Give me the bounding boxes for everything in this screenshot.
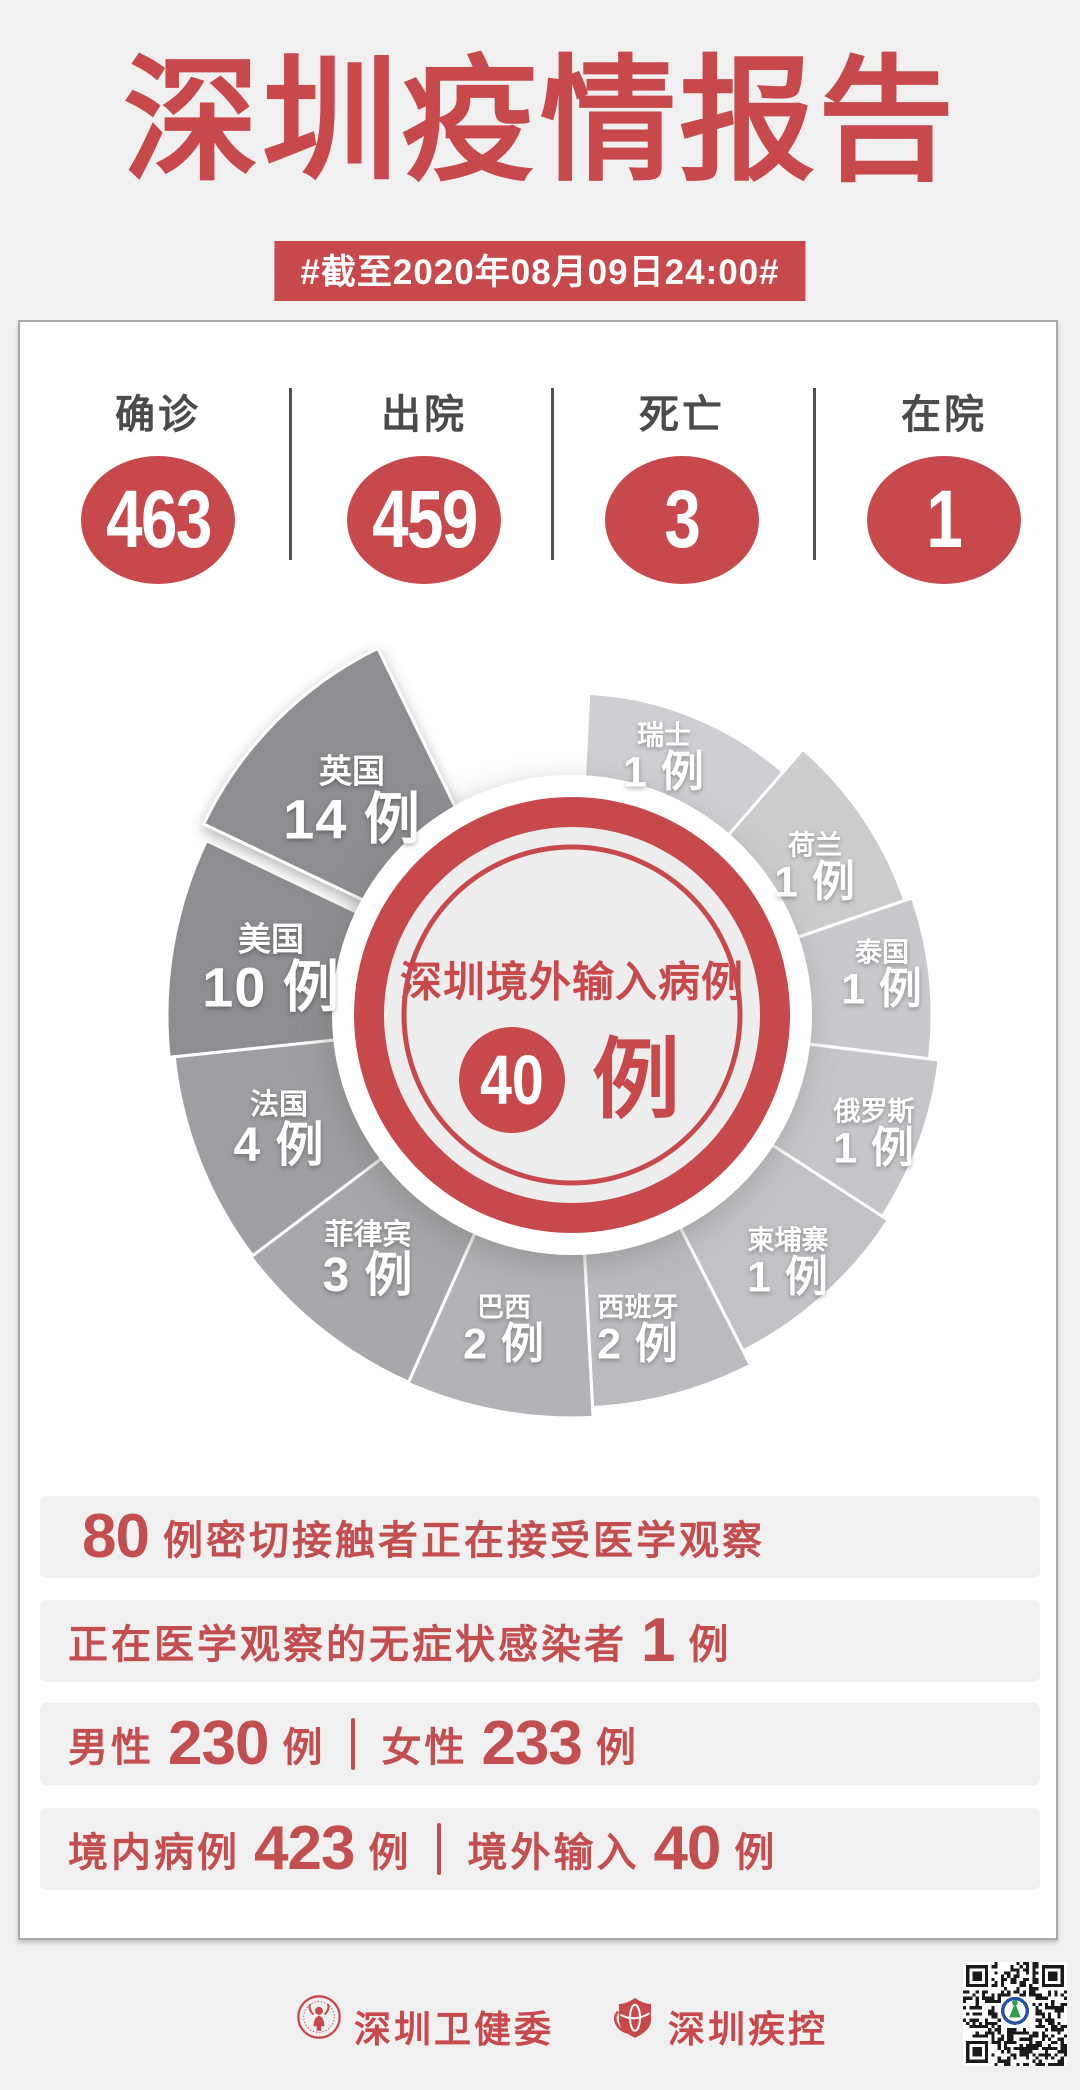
stat-label: 在院 [901,393,987,437]
female-count: 233 [481,1709,582,1778]
pie-center-inner-ring [401,844,743,1186]
domestic-unit: 例 [368,1831,412,1875]
pie-center-title: 深圳境外输入病例 [399,958,745,1006]
stat-discharged: 出院 459 [314,382,534,584]
stat-value: 463 [105,474,212,565]
stat-divider [289,388,292,560]
pie-total-unit: 例 [591,1030,681,1129]
domestic-label: 境内病例 [68,1831,240,1875]
pie-slice-label-法国: 法国 4 例 [233,1088,325,1173]
male-unit: 例 [282,1726,326,1770]
pie-slice-label-荷兰: 荷兰 1 例 [774,830,856,907]
origin-row: 境内病例 423 例 境外输入 40 例 [40,1808,1040,1890]
male-label: 男性 [68,1726,154,1770]
stat-value: 3 [664,474,701,565]
row-divider [437,1823,442,1875]
imported-cases-chart: 瑞士 1 例荷兰 1 例泰国 1 例俄罗斯 1 例柬埔寨 1 例西班牙 2 例巴西 2 例菲律… [60,610,1080,1450]
pie-slice-label-菲律宾: 菲律宾 3 例 [322,1218,414,1303]
pie-slice-label-泰国: 泰国 1 例 [841,937,923,1014]
stat-label: 出院 [381,393,467,437]
stat-label: 死亡 [639,393,725,437]
pie-slice-label-瑞士: 瑞士 1 例 [623,720,705,797]
health-commission-logo-icon [297,1995,341,2039]
pie-slice-label-美国: 美国 10 例 [202,920,340,1019]
row-divider [351,1718,356,1770]
pie-slice-label-俄罗斯: 俄罗斯 1 例 [833,1096,915,1173]
qr-finder-patterns [966,1965,1064,2063]
stat-in-hospital: 在院 1 [834,382,1054,584]
male-count: 230 [168,1709,269,1778]
stat-circle: 1 [867,456,1021,584]
stat-deaths: 死亡 3 [572,382,792,584]
row-number: 80 [82,1502,150,1571]
row-text: 正在医学观察的无症状感染者 [68,1623,627,1667]
stat-value: 459 [371,474,478,565]
imported-unit: 例 [734,1831,778,1875]
gender-row: 男性 230 例 女性 233 例 [40,1703,1040,1785]
pie-slice-label-柬埔寨: 柬埔寨 1 例 [747,1225,829,1302]
imported-count: 40 [653,1814,721,1883]
qr-center-logo [1000,1996,1030,2026]
female-unit: 例 [595,1726,639,1770]
stat-circle: 459 [347,456,501,584]
pie-total-number: 40 [480,1041,544,1119]
stat-circle: 3 [605,456,759,584]
pie-slice-label-西班牙: 西班牙 2 例 [597,1292,679,1369]
pie-total-badge: 40 [459,1027,565,1133]
asymptomatic-row: 正在医学观察的无症状感染者 1 例 [40,1600,1040,1682]
imported-label: 境外输入 [467,1831,640,1875]
health-commission-name: 深圳卫健委 [354,2009,554,2050]
report-date-banner: #截至2020年08月09日24:00# [274,241,806,301]
row-number: 1 [641,1606,675,1675]
stat-circle: 463 [81,456,235,584]
stat-label: 确诊 [115,393,201,437]
qr-code [963,1962,1067,2066]
pie-svg [165,646,941,1420]
pie-slice-label-英国: 英国 14 例 [283,752,421,851]
domestic-count: 423 [254,1814,355,1883]
stat-divider [813,388,816,560]
female-label: 女性 [381,1726,468,1770]
page-title: 深圳疫情报告 [123,45,957,197]
pie-slice-label-巴西: 巴西 2 例 [463,1292,545,1369]
row-text: 例密切接触者正在接受医学观察 [162,1519,765,1563]
stat-confirmed: 确诊 463 [48,382,268,584]
cdc-logo-icon [614,1997,652,2038]
row-unit: 例 [688,1623,732,1667]
stat-value: 1 [926,474,963,565]
stat-divider [551,388,554,560]
cdc-name: 深圳疾控 [668,2009,828,2050]
close-contacts-row: 80 例密切接触者正在接受医学观察 [40,1496,1040,1578]
